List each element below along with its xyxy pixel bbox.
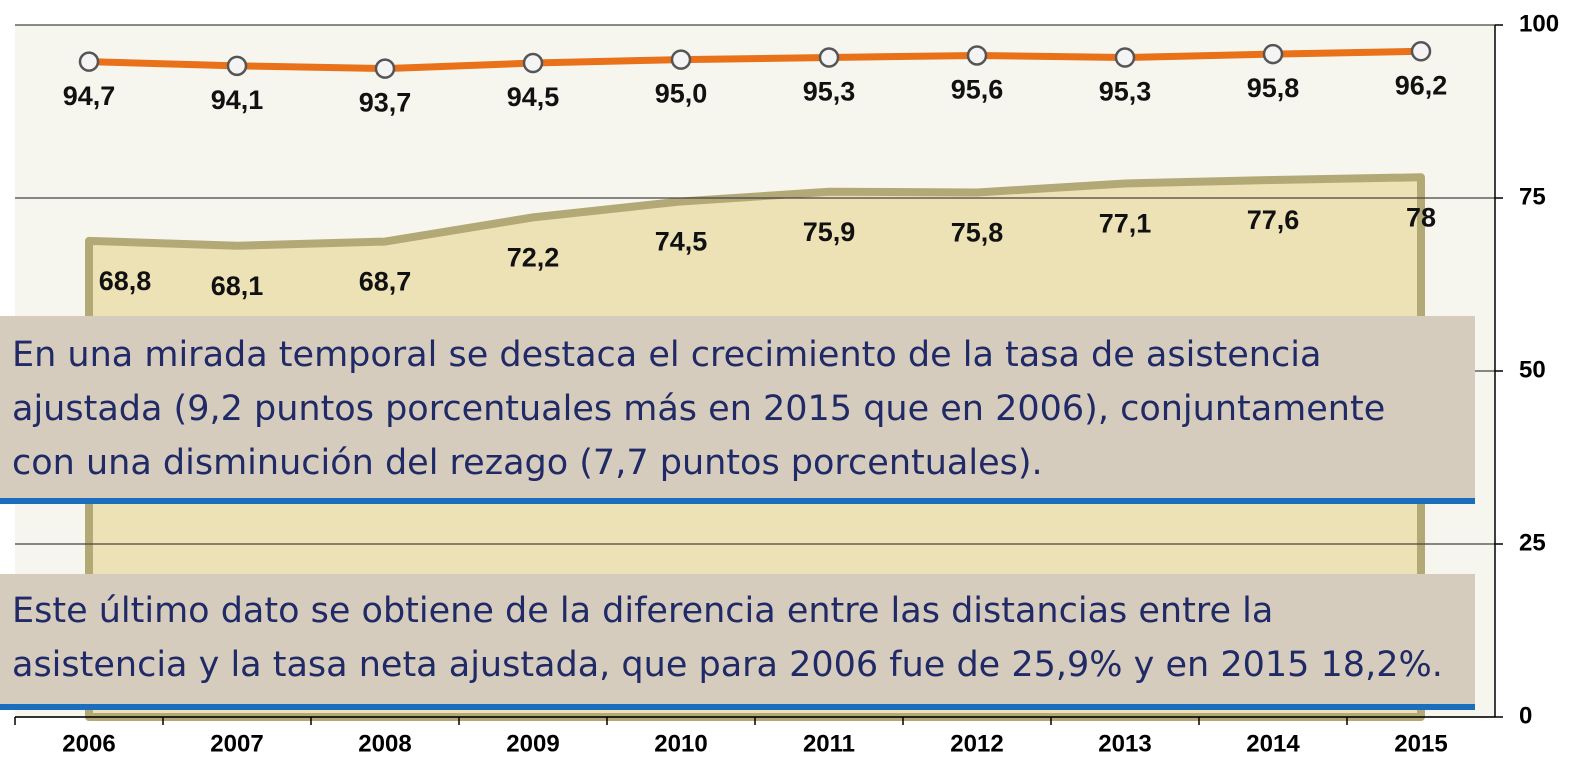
marker	[226, 55, 248, 77]
value-label: 75,8	[951, 218, 1004, 248]
marker	[670, 49, 692, 70]
y-tick-label: 100	[1519, 10, 1559, 37]
y-tick-label: 0	[1519, 702, 1532, 729]
y-tick-label: 50	[1519, 356, 1546, 383]
x-tick-label: 2010	[654, 730, 707, 757]
line	[88, 47, 1422, 73]
annotation-rule	[0, 498, 1475, 504]
value-label: 78	[1406, 202, 1436, 232]
y-tick-label: 25	[1519, 529, 1546, 556]
value-label: 94,7	[63, 81, 116, 111]
x-tick-label: 2007	[210, 730, 263, 757]
annotation-text: ajustada (9,2 puntos porcentuales más en…	[12, 389, 1385, 429]
value-label: 77,1	[1099, 209, 1152, 239]
value-label: 74,5	[655, 227, 708, 257]
value-label: 95,0	[655, 79, 708, 109]
annotation-text: En una mirada temporal se destaca el cre…	[12, 335, 1321, 375]
annotation-rule	[0, 704, 1475, 710]
marker	[374, 58, 396, 79]
annotation-box	[0, 574, 1475, 706]
value-label: 95,8	[1247, 73, 1300, 103]
x-tick-label: 2006	[62, 730, 115, 757]
marker	[1410, 41, 1432, 62]
marker	[966, 45, 988, 66]
value-label: 95,6	[951, 75, 1004, 105]
x-tick-label: 2014	[1246, 730, 1300, 757]
x-tick-label: 2009	[506, 730, 559, 757]
marker	[522, 52, 544, 74]
x-tick-label: 2015	[1394, 730, 1447, 757]
value-label: 95,3	[1099, 77, 1152, 107]
marker	[1262, 43, 1284, 65]
value-label: 68,8	[99, 266, 152, 296]
y-tick-label: 75	[1519, 183, 1546, 210]
value-label: 68,7	[359, 267, 412, 297]
value-label: 95,3	[803, 77, 856, 107]
x-tick-label: 2008	[358, 730, 411, 757]
value-label: 94,5	[507, 82, 560, 112]
value-label: 94,1	[211, 85, 264, 115]
value-label: 75,9	[803, 217, 856, 247]
x-tick-label: 2013	[1098, 730, 1151, 757]
value-label: 72,2	[507, 243, 560, 273]
value-label: 77,6	[1247, 205, 1300, 235]
marker	[818, 47, 840, 68]
marker	[78, 51, 100, 72]
x-tick-label: 2011	[803, 730, 855, 757]
value-label: 96,2	[1395, 70, 1448, 100]
annotation-box	[0, 316, 1475, 500]
annotation-text: Este último dato se obtiene de la difere…	[12, 591, 1273, 631]
annotation-text: con una disminución del rezago (7,7 punt…	[12, 443, 1043, 483]
marker	[1114, 47, 1136, 68]
value-label: 68,1	[211, 271, 264, 301]
x-tick-label: 2012	[950, 730, 1003, 757]
annotation-text: asistencia y la tasa neta ajustada, que …	[12, 645, 1443, 685]
value-label: 93,7	[359, 88, 412, 118]
